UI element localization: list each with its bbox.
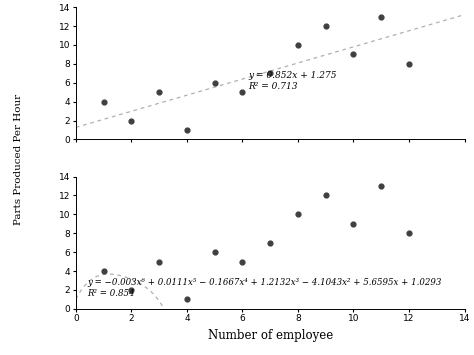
Point	[350, 221, 357, 226]
Point	[377, 14, 385, 20]
Point	[155, 259, 163, 264]
Point	[238, 259, 246, 264]
Point	[183, 296, 191, 302]
Point	[100, 268, 108, 274]
Point	[294, 42, 302, 48]
X-axis label: Number of employee: Number of employee	[208, 329, 333, 342]
Point	[322, 23, 329, 29]
Point	[350, 51, 357, 57]
Text: y = 0.852x + 1.275
R² = 0.713: y = 0.852x + 1.275 R² = 0.713	[248, 71, 337, 91]
Point	[100, 99, 108, 104]
Point	[211, 80, 219, 86]
Point	[211, 249, 219, 255]
Point	[405, 61, 413, 67]
Point	[183, 127, 191, 133]
Point	[266, 70, 274, 76]
Text: Parts Produced Per Hour: Parts Produced Per Hour	[15, 94, 23, 225]
Point	[155, 89, 163, 95]
Point	[294, 212, 302, 217]
Point	[266, 240, 274, 246]
Point	[128, 118, 135, 124]
Point	[238, 89, 246, 95]
Point	[377, 183, 385, 189]
Point	[405, 230, 413, 236]
Point	[128, 287, 135, 293]
Point	[322, 192, 329, 198]
Text: y = −0.003x⁶ + 0.0111x⁵ − 0.1667x⁴ + 1.2132x³ − 4.1043x² + 5.6595x + 1.0293
R² =: y = −0.003x⁶ + 0.0111x⁵ − 0.1667x⁴ + 1.2…	[87, 278, 441, 298]
